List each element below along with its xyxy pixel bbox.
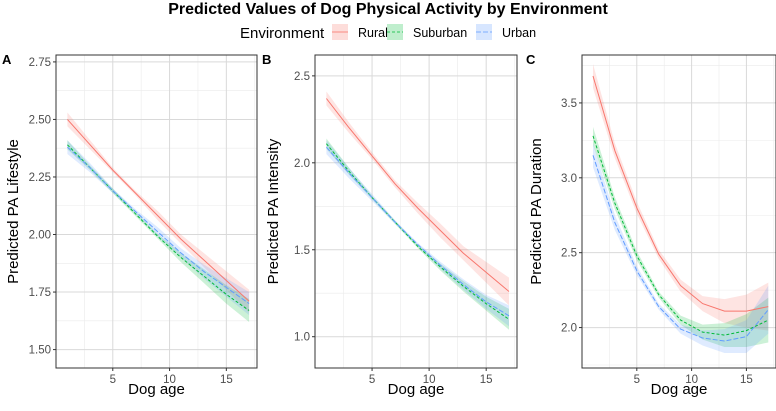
panel-b: 5 10 15 1.0 1.5 2.0 2.5 Dog age Predicted PA Int… [262,52,518,398]
x-axis-title: Dog age [128,381,185,398]
y-tick-label: 2.5 [294,71,310,83]
ribbon-suburban [593,126,769,348]
plot-background [56,55,257,368]
panel-tag: A [2,52,12,67]
ribbon-rural [326,91,509,306]
plot-area [67,112,250,322]
plot-area [592,64,769,353]
y-tick-label: 2.75 [29,57,51,69]
x-tick-label: 10 [163,374,176,386]
x-tick-label: 15 [480,374,493,386]
x-axis-title: Dog age [388,381,445,398]
panel-border [581,54,776,369]
panels: 5 10 15 1.50 1.75 2.00 2.25 2.50 2.75 Dog age Pred… [2,52,776,398]
ribbon-rural [67,112,250,313]
series-line-urban [326,146,510,317]
y-tick-label: 2.00 [29,230,51,242]
x-axis-title: Dog age [651,381,708,398]
y-axis-title: Predicted PA Lifestyle [5,139,22,284]
y-tick-label: 2.25 [29,172,51,184]
x-tick-label: 5 [634,374,640,386]
y-axis-title: Predicted PA Intensity [265,138,282,284]
x-tick-label: 5 [369,374,375,386]
series-line-rural [326,98,510,292]
ribbon-urban [326,140,509,327]
y-axis-title: Predicted PA Duration [528,138,545,284]
legend-items: Rural Suburban Urban [332,24,536,40]
y-tick-label: 2.5 [561,248,577,260]
y-tick-label: 3.5 [561,98,577,110]
series-line-suburban [592,135,769,336]
ribbon-suburban [326,138,509,330]
panel-c: 5 10 15 2.0 2.5 3.0 3.5 Dog age Predicted PA Dur… [526,52,776,398]
y-tick-label: 1.50 [29,345,51,357]
panel-a: 5 10 15 1.50 1.75 2.00 2.25 2.50 2.75 Dog age Pred… [2,52,258,398]
chart-title: Predicted Values of Dog Physical Activit… [168,1,608,18]
ribbon-urban [593,143,769,353]
x-tick-label: 10 [685,374,698,386]
x-tick-label: 15 [220,374,233,386]
y-tick-label: 1.75 [29,287,51,299]
y-tick-label: 1.0 [294,332,310,344]
series-line-urban [592,155,769,342]
legend-label-urban: Urban [502,26,536,40]
series-line-rural [67,119,250,302]
ribbon-suburban [67,140,250,322]
plot-background [582,55,776,368]
y-tick-label: 2.50 [29,114,51,126]
plot-background [315,55,517,368]
y-tick-label: 1.5 [294,245,310,257]
panel-tag: C [526,52,536,67]
x-tick-label: 10 [423,374,436,386]
series-line-suburban [326,143,510,320]
x-tick-label: 5 [110,374,116,386]
legend-title: Environment [240,25,325,42]
ribbon-rural [593,64,769,331]
panel-tag: B [262,52,271,67]
legend-label-suburban: Suburban [413,26,467,40]
panel-border [314,54,518,369]
x-tick-label: 15 [740,374,753,386]
plot-area [326,91,510,330]
y-tick-label: 2.0 [561,323,577,335]
y-tick-label: 2.0 [294,158,310,170]
panel-border [55,54,258,369]
legend-label-rural: Rural [358,26,388,40]
legend: Environment Rural Suburban Urban [240,24,536,42]
y-tick-label: 3.0 [561,173,577,185]
series-line-rural [592,75,769,312]
